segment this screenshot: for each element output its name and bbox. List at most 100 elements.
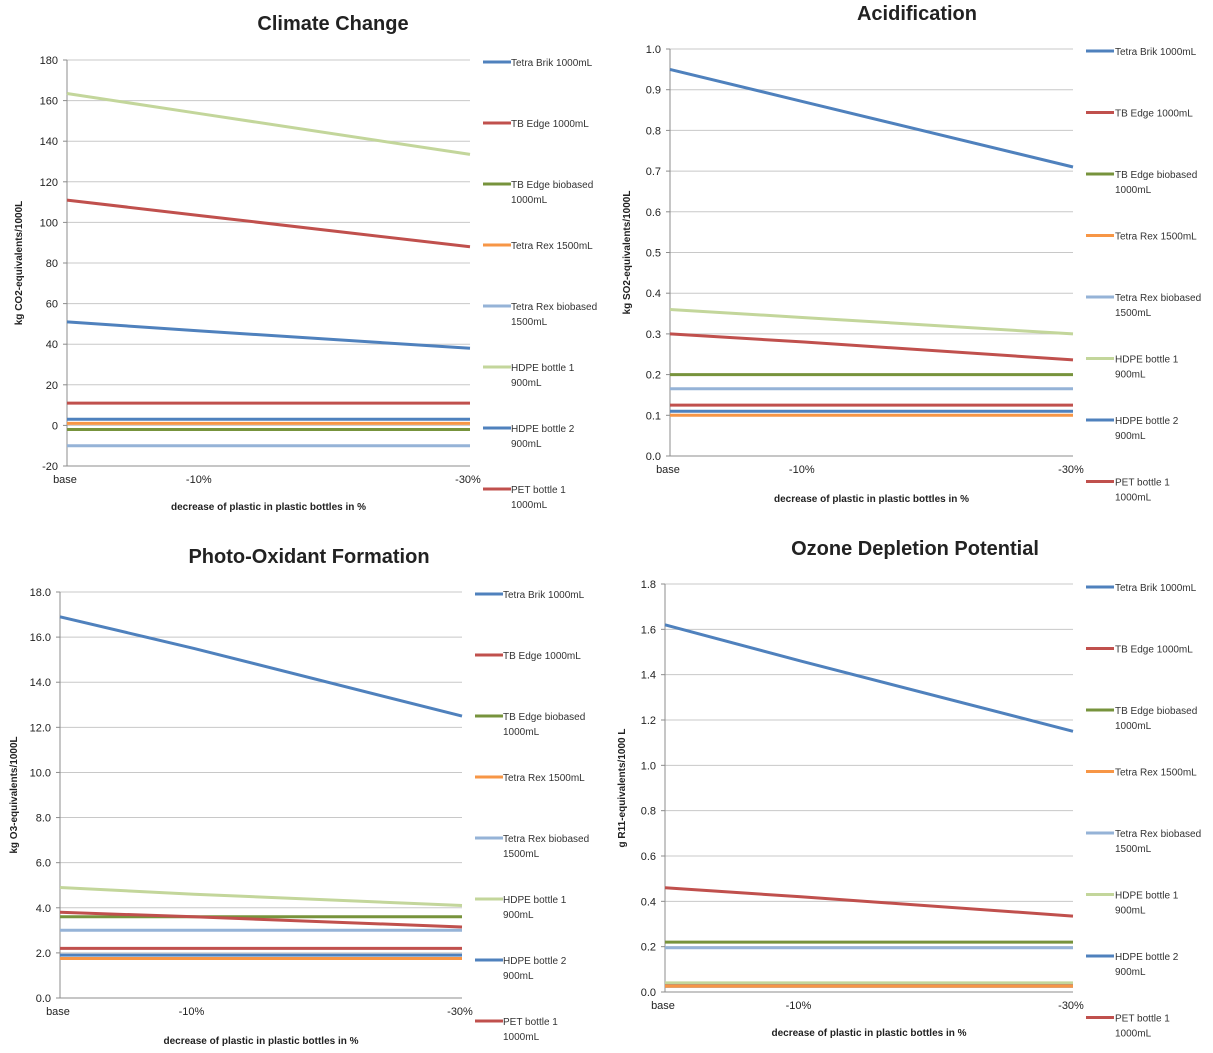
legend-label-line: 1500mL (511, 317, 548, 328)
legend-label-line: 1500mL (1115, 308, 1152, 319)
x-tick-label: -30% (455, 474, 481, 486)
legend-label-line: Tetra Brik 1000mL (503, 590, 585, 601)
legend-label-line: 1000mL (1115, 493, 1152, 504)
legend-label: TB Edge 1000mL (1115, 645, 1193, 656)
x-tick-label: base (46, 1006, 70, 1018)
y-tick-label: 0.0 (646, 451, 661, 463)
y-tick-label: 0.5 (646, 248, 661, 260)
legend-label-line: TB Edge biobased (1115, 170, 1197, 181)
series-line-8 (669, 332, 1074, 362)
legend-label: Tetra Rex biobased 1500mL (1115, 829, 1201, 855)
y-tick-label: 100 (40, 217, 58, 229)
legend-label-line: TB Edge 1000mL (1115, 645, 1193, 656)
x-tick-label: -10% (789, 464, 815, 476)
legend-label: PET bottle 1 1000mL (511, 485, 566, 511)
legend-label-line: Tetra Rex 1500mL (1115, 232, 1197, 243)
legend-label: TB Edge biobased 1000mL (511, 180, 593, 206)
x-tick-label: -10% (186, 474, 212, 486)
y-tick-label: 0.9 (646, 85, 661, 97)
legend-label-line: TB Edge biobased (1115, 706, 1197, 717)
series-line-7 (66, 320, 471, 350)
legend-label: HDPE bottle 1 900mL (1115, 891, 1179, 917)
legend-label-line: HDPE bottle 1 (503, 895, 567, 906)
legend-label-line: 1500mL (1115, 844, 1152, 855)
legend-label-line: 900mL (511, 378, 542, 389)
x-axis-label: decrease of plastic in plastic bottles i… (163, 1036, 358, 1047)
legend-label: HDPE bottle 2 900mL (1115, 416, 1179, 442)
y-tick-label: 1.0 (646, 44, 661, 56)
legend-label: HDPE bottle 1 900mL (511, 363, 575, 389)
y-tick-label: 0.7 (646, 166, 661, 178)
legend-label-line: TB Edge 1000mL (503, 651, 581, 662)
legend-label: Tetra Rex 1500mL (1115, 768, 1197, 779)
legend-label-line: TB Edge biobased (511, 180, 593, 191)
chart-panel-4: Ozone Depletion Potential 0.0 0.2 0.4 0.6 0.8… (617, 538, 1201, 1040)
legend-label-line: HDPE bottle 1 (511, 363, 575, 374)
series-line-6 (669, 308, 1074, 336)
x-axis-label: decrease of plastic in plastic bottles i… (771, 1028, 966, 1039)
x-tick-label: -10% (179, 1006, 205, 1018)
y-axis-label: g R11-equivalents/1000 L (617, 729, 628, 848)
chart-title: Climate Change (257, 13, 408, 35)
y-tick-label: 14.0 (30, 677, 51, 689)
y-tick-label: 1.2 (641, 715, 656, 727)
chart-title: Ozone Depletion Potential (791, 538, 1039, 560)
legend-label: TB Edge 1000mL (503, 651, 581, 662)
series-line-8 (59, 910, 463, 929)
y-tick-label: 0.4 (641, 896, 656, 908)
legend-label-line: PET bottle 1 (1115, 478, 1170, 489)
legend-label: TB Edge biobased 1000mL (1115, 170, 1197, 196)
legend-label-line: Tetra Rex biobased (1115, 293, 1201, 304)
series-line-8 (66, 198, 471, 249)
legend-label-line: TB Edge 1000mL (1115, 109, 1193, 120)
legend-label-line: Tetra Brik 1000mL (1115, 47, 1197, 58)
y-tick-label: 8.0 (36, 813, 51, 825)
legend-label-line: Tetra Rex biobased (1115, 829, 1201, 840)
legend-label: TB Edge 1000mL (1115, 109, 1193, 120)
legend-label-line: 1000mL (503, 727, 540, 738)
legend-label-line: HDPE bottle 1 (1115, 891, 1179, 902)
legend-label-line: Tetra Brik 1000mL (511, 58, 593, 69)
y-tick-label: 16.0 (30, 632, 51, 644)
legend-label: HDPE bottle 1 900mL (503, 895, 567, 921)
legend-label: Tetra Brik 1000mL (503, 590, 585, 601)
y-tick-label: 0.4 (646, 288, 661, 300)
legend-label-line: Tetra Rex 1500mL (1115, 768, 1197, 779)
y-tick-label: 120 (40, 177, 58, 189)
y-tick-label: 60 (46, 299, 58, 311)
legend-label-line: Tetra Rex 1500mL (511, 241, 593, 252)
chart-title: Acidification (857, 3, 977, 25)
legend-label-line: HDPE bottle 2 (1115, 416, 1179, 427)
x-axis-label: decrease of plastic in plastic bottles i… (774, 494, 969, 505)
series-line-7 (59, 615, 463, 718)
legend-label-line: 1000mL (1115, 1029, 1152, 1040)
x-tick-label: -30% (447, 1006, 473, 1018)
y-tick-label: -20 (42, 461, 58, 473)
legend-label: Tetra Brik 1000mL (1115, 47, 1197, 58)
y-tick-label: 140 (40, 136, 58, 148)
legend-label: HDPE bottle 2 900mL (511, 424, 575, 450)
chart-panel-2: Acidification 0.0 0.1 0.2 0.3 0.4 0.5 0.6 0.7 0.8… (622, 3, 1201, 505)
y-tick-label: 12.0 (30, 722, 51, 734)
legend-label-line: HDPE bottle 2 (503, 956, 567, 967)
y-tick-label: 1.0 (641, 760, 656, 772)
chart-title: Photo-Oxidant Formation (188, 546, 429, 568)
legend-label-line: 1000mL (1115, 185, 1152, 196)
y-tick-label: 0.2 (641, 942, 656, 954)
legend-label-line: 900mL (1115, 431, 1146, 442)
x-tick-label: base (53, 474, 77, 486)
y-tick-label: 160 (40, 96, 58, 108)
legend-label-line: 900mL (1115, 906, 1146, 917)
legend-label: Tetra Rex biobased 1500mL (511, 302, 597, 328)
legend-label: Tetra Brik 1000mL (511, 58, 593, 69)
y-tick-label: 0.3 (646, 329, 661, 341)
legend-label-line: Tetra Rex biobased (503, 834, 589, 845)
legend-label-line: Tetra Brik 1000mL (1115, 583, 1197, 594)
series-line-8 (664, 886, 1074, 918)
legend-label: Tetra Rex 1500mL (503, 773, 585, 784)
legend-label: PET bottle 1 1000mL (1115, 1014, 1170, 1040)
legend-label: TB Edge biobased 1000mL (503, 712, 585, 738)
legend-label: HDPE bottle 1 900mL (1115, 355, 1179, 381)
legend-label-line: HDPE bottle 1 (1115, 355, 1179, 366)
